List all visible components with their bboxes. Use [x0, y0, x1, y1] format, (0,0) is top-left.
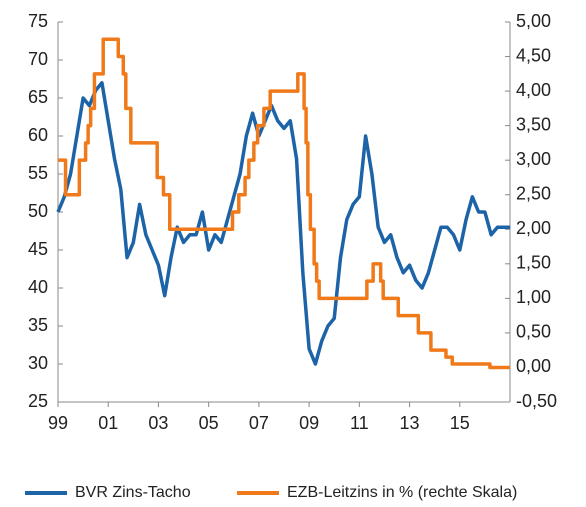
y-tick-label: 45	[28, 239, 48, 259]
y2-tick-label: -0,50	[516, 391, 557, 411]
y2-tick-label: 5,00	[516, 11, 551, 31]
y-tick-label: 40	[28, 277, 48, 297]
y-tick-label: 25	[28, 391, 48, 411]
x-tick-label: 01	[98, 413, 118, 433]
y2-tick-label: 4,00	[516, 80, 551, 100]
y2-tick-label: 1,50	[516, 253, 551, 273]
series-line	[56, 81, 510, 366]
y-tick-label: 60	[28, 125, 48, 145]
y-tick-label: 35	[28, 315, 48, 335]
y2-tick-label: 4,50	[516, 45, 551, 65]
y2-tick-label: 3,00	[516, 149, 551, 169]
x-tick-label: 13	[400, 413, 420, 433]
y-tick-label: 50	[28, 201, 48, 221]
y2-tick-label: 2,00	[516, 218, 551, 238]
y2-tick-label: 0,50	[516, 322, 551, 342]
legend-label: BVR Zins-Tacho	[75, 484, 191, 501]
x-tick-label: 07	[249, 413, 269, 433]
series-line	[58, 37, 510, 370]
x-tick-label: 05	[199, 413, 219, 433]
y2-tick-label: 2,50	[516, 183, 551, 203]
y-tick-label: 65	[28, 87, 48, 107]
x-tick-label: 09	[299, 413, 319, 433]
y-tick-label: 75	[28, 11, 48, 31]
y2-tick-label: 1,00	[516, 287, 551, 307]
y-tick-label: 70	[28, 49, 48, 69]
y2-tick-label: 3,50	[516, 114, 551, 134]
y2-tick-label: 0,00	[516, 356, 551, 376]
x-tick-label: 11	[350, 413, 369, 433]
x-tick-label: 99	[48, 413, 68, 433]
legend-label: EZB-Leitzins in % (rechte Skala)	[287, 484, 517, 501]
x-tick-label: 03	[148, 413, 168, 433]
y-tick-label: 55	[28, 163, 48, 183]
y-tick-label: 30	[28, 353, 48, 373]
x-tick-label: 15	[450, 413, 470, 433]
